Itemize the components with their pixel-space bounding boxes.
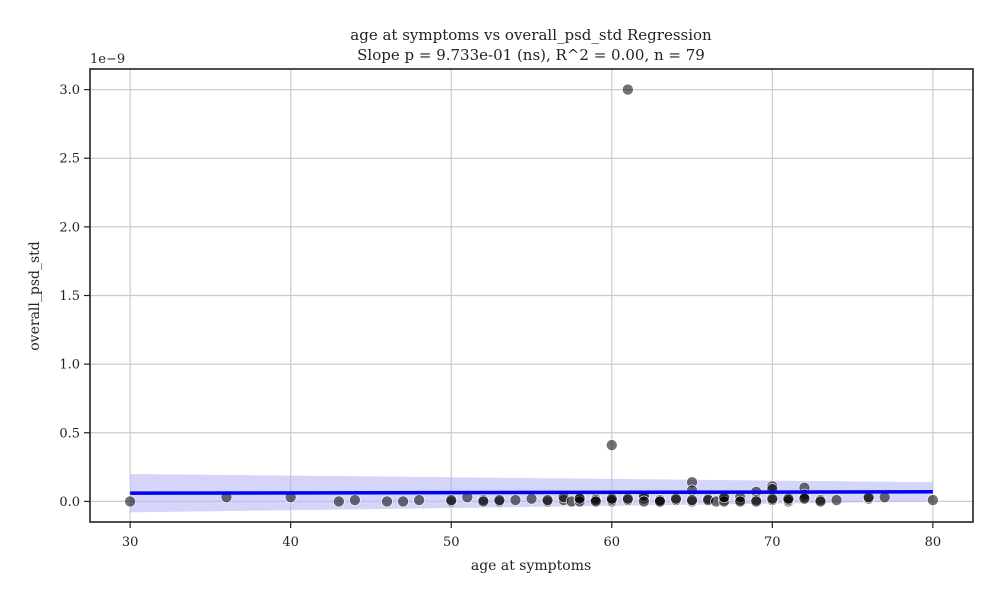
data-point [413,494,425,506]
data-point [589,495,602,508]
data-point [493,494,506,506]
data-point [750,495,763,508]
data-point [670,492,682,505]
y-axis: 0.0 0.5 1.0 1.5 2.0 2.5 3.0 [59,83,90,510]
data-point [381,495,393,508]
x-tick-label: 80 [925,535,942,550]
scatter-points [124,83,939,508]
y-tick-label: 2.5 [59,152,80,167]
x-tick-label: 70 [764,535,781,550]
data-point [814,495,827,508]
y-tick-label: 0.5 [59,426,80,441]
y-tick-label: 0.0 [59,495,80,510]
x-tick-label: 40 [282,535,299,550]
data-point [445,494,458,506]
x-tick-label: 50 [443,535,460,550]
data-point [654,495,666,508]
x-axis: 30 40 50 60 70 80 [122,522,941,550]
data-point [397,495,409,508]
x-tick-label: 30 [122,535,139,550]
data-point [686,494,698,506]
data-point [525,492,538,505]
data-point [638,495,650,508]
data-point [541,494,554,506]
data-point [124,495,136,508]
data-point [927,494,939,506]
data-point [509,494,522,506]
data-point [622,83,634,96]
data-point [349,494,361,506]
y-scale-note: 1e−9 [90,52,125,67]
data-point [782,492,795,505]
data-point [798,492,811,505]
x-axis-label: age at symptoms [471,558,591,574]
data-point [830,494,843,506]
chart-title: age at symptoms vs overall_psd_std Regre… [350,26,712,44]
data-point [734,495,747,508]
regression-line [130,490,933,495]
data-point [766,492,779,505]
y-tick-label: 2.0 [59,220,80,235]
data-point [622,492,634,505]
regression-line-group [130,490,933,495]
chart-subtitle: Slope p = 9.733e-01 (ns), R^2 = 0.00, n … [357,46,705,64]
data-point [477,495,490,508]
y-tick-label: 3.0 [59,83,80,98]
data-point [333,495,345,508]
data-point [605,439,618,451]
y-tick-label: 1.5 [59,289,80,304]
data-point [605,492,618,505]
y-axis-label: overall_psd_std [27,241,43,351]
grid [90,69,973,522]
x-tick-label: 60 [603,535,620,550]
y-tick-label: 1.0 [59,358,80,373]
data-point [573,492,586,505]
